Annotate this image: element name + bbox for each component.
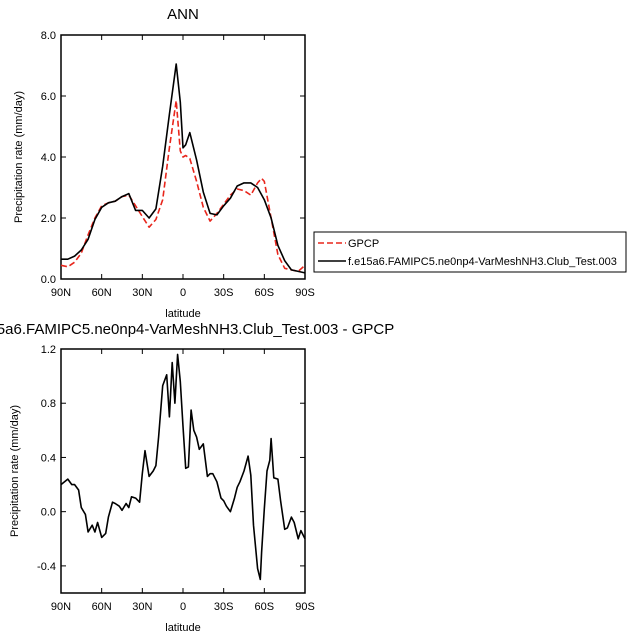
- top-series-line-model: [61, 63, 306, 274]
- legend: GPCP f.e15a6.FAMIPC5.ne0np4-VarMeshNH3.C…: [313, 231, 627, 273]
- bottom-x-tick-label: 30N: [132, 601, 152, 613]
- bottom-x-tick-label: 60S: [255, 601, 275, 613]
- bottom-x-tick-label: 90S: [295, 601, 315, 613]
- top-y-tick-label: 0.0: [41, 274, 56, 286]
- bottom-y-axis-label: Precipitation rate (mm/day): [9, 405, 21, 537]
- top-y-tick-label: 6.0: [41, 91, 56, 103]
- top-x-tick-label: 30S: [214, 287, 234, 299]
- top-y-tick-label: 4.0: [41, 152, 56, 164]
- top-y-tick-label: 2.0: [41, 213, 56, 225]
- panel-difference: f.e15a6.FAMIPC5.ne0np4-VarMeshNH3.Club_T…: [0, 321, 394, 634]
- bottom-plot-frame: [60, 348, 306, 594]
- bottom-x-tick-label: 0: [180, 601, 186, 613]
- top-x-axis-label: latitude: [165, 308, 200, 320]
- top-x-tick-label: 30N: [132, 287, 152, 299]
- top-series-line-gpcp: [60, 99, 306, 273]
- top-x-tick-label: 60S: [255, 287, 275, 299]
- bottom-x-axis-label: latitude: [165, 622, 200, 634]
- bottom-chart-title: f.e15a6.FAMIPC5.ne0np4-VarMeshNH3.Club_T…: [0, 321, 394, 338]
- bottom-x-tick-label: 30S: [214, 601, 234, 613]
- top-x-tick-label: 90N: [51, 287, 71, 299]
- bottom-y-tick-label: 1.2: [41, 344, 56, 356]
- top-x-tick-label: 60N: [92, 287, 112, 299]
- bottom-y-tick-label: -0.4: [37, 561, 56, 573]
- bottom-axis-ticks: 90N 60N 30N 0 30S 60S 90S 1.2 0.8 0.4 0.0 -0.4: [37, 344, 315, 613]
- legend-box: [313, 231, 627, 273]
- bottom-x-tick-label: 60N: [92, 601, 112, 613]
- top-x-tick-label: 0: [180, 287, 186, 299]
- bottom-x-tick-label: 90N: [51, 601, 71, 613]
- top-y-axis-label: Precipitation rate (mm/day): [13, 91, 25, 223]
- bottom-series-lines: [60, 353, 306, 581]
- top-y-tick-label: 8.0: [41, 30, 56, 42]
- bottom-y-tick-label: 0.4: [41, 452, 56, 464]
- top-series-lines: [60, 63, 306, 274]
- legend-label-gpcp: GPCP: [348, 238, 379, 250]
- top-x-tick-label: 90S: [295, 287, 315, 299]
- bottom-y-tick-label: 0.0: [41, 507, 56, 519]
- top-axis-ticks: 90N 60N 30N 0 30S 60S 90S 0.0 2.0 4.0 6.0 8.0: [41, 30, 315, 299]
- bottom-y-tick-label: 0.8: [41, 398, 56, 410]
- bottom-series-line-main: [60, 353, 306, 581]
- top-chart-title: ANN: [167, 6, 199, 23]
- panel-annual-climatology: ANN 90N 60N 30N 0 30S 60S 90S 0.0 2.0 4.0 6.0 8.0 P…: [13, 6, 627, 320]
- legend-label-model: f.e15a6.FAMIPC5.ne0np4-VarMeshNH3.Club_T…: [348, 256, 617, 268]
